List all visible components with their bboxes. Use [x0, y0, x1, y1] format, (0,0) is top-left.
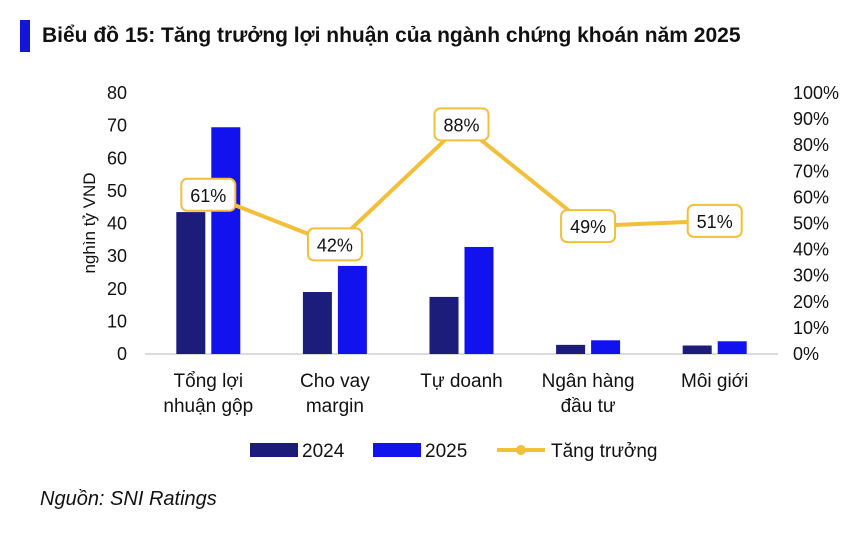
y2-tick-label: 80%	[793, 135, 829, 155]
growth-point	[433, 107, 490, 142]
bar-2025	[464, 246, 494, 354]
x-category-label: nhuận gộp	[163, 396, 253, 417]
y-tick-label: 70	[107, 116, 127, 136]
chart: 0 10 20 30 40 50 60 70 80 0% 10% 20% 30% 40% 50% 60% 70%…	[80, 83, 839, 462]
growth-point	[306, 227, 363, 262]
y2-tick-label: 30%	[793, 266, 829, 286]
growth-point	[180, 177, 237, 212]
legend-label-growth: Tăng trưởng	[551, 441, 658, 462]
bar-2025	[337, 265, 367, 354]
y-axis-label: nghìn tỷ VND	[80, 172, 99, 273]
y-tick-label: 50	[107, 181, 127, 201]
y2-tick-label: 40%	[793, 240, 829, 260]
legend-label-2024: 2024	[302, 441, 345, 462]
bar-2024	[429, 296, 459, 354]
legend-label-2025: 2025	[425, 441, 467, 462]
growth-point	[686, 203, 743, 238]
y-tick-label: 20	[107, 279, 127, 299]
growth-line	[207, 122, 715, 247]
y2-tick-label: 20%	[793, 292, 829, 312]
y2-tick-label: 0%	[793, 344, 819, 364]
legend-swatch-2025	[373, 443, 421, 457]
bar-2024	[176, 212, 206, 354]
y-tick-label: 80	[107, 83, 127, 103]
bar-2024	[682, 345, 712, 354]
y2-tick-label: 70%	[793, 161, 829, 181]
y2-tick-label: 10%	[793, 318, 829, 338]
legend-marker-growth	[516, 445, 526, 455]
chart-title: Biểu đồ 15: Tăng trưởng lợi nhuận của ng…	[42, 24, 741, 47]
bar-2024	[556, 344, 586, 354]
bar-2024	[302, 292, 332, 354]
y2-tick-label: 100%	[793, 83, 839, 103]
x-category-label: Môi giới	[681, 371, 748, 392]
legend-swatch-2024	[250, 443, 298, 457]
x-category-label: margin	[306, 396, 364, 417]
y-tick-label: 60	[107, 148, 127, 168]
y2-tick-label: 60%	[793, 187, 829, 207]
bar-2025	[591, 340, 621, 354]
title-accent-bar	[20, 20, 30, 52]
bar-2025	[717, 341, 747, 354]
y-tick-label: 40	[107, 214, 127, 234]
x-category-label: Ngân hàng	[542, 371, 635, 392]
growth-data-label: 61%	[190, 186, 226, 206]
y2-tick-label: 50%	[793, 214, 829, 234]
source-note: Nguồn: SNI Ratings	[40, 488, 217, 510]
x-category-label: đầu tư	[561, 396, 616, 417]
y-tick-label: 30	[107, 246, 127, 266]
x-category-label: Tự doanh	[420, 371, 502, 392]
growth-data-label: 88%	[443, 115, 479, 135]
y2-tick-label: 90%	[793, 109, 829, 129]
y-tick-label: 0	[117, 344, 127, 364]
x-category-label: Cho vay	[300, 371, 370, 392]
growth-data-label: 49%	[570, 217, 606, 237]
bar-2025	[211, 127, 241, 354]
growth-point	[560, 209, 617, 244]
growth-data-label: 51%	[697, 212, 733, 232]
growth-data-label: 42%	[317, 235, 353, 255]
x-category-label: Tổng lợi	[174, 371, 244, 392]
y-tick-label: 10	[107, 311, 127, 331]
